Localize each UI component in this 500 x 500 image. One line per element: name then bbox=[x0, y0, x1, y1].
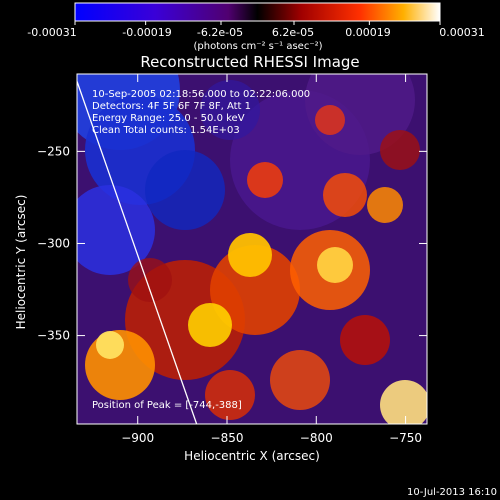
footer-timestamp: 10-Jul-2013 16:10 bbox=[407, 487, 497, 498]
heatmap-blob-10 bbox=[228, 233, 272, 277]
heatmap-blob-3 bbox=[145, 150, 225, 230]
heatmap-blob-16 bbox=[323, 173, 367, 217]
x-tick-label-0: −900 bbox=[121, 431, 154, 445]
annotation-energy: Energy Range: 25.0 - 50.0 keV bbox=[92, 113, 245, 124]
colorbar-ticks bbox=[74, 21, 441, 25]
colorbar-tick-label-4: 0.00019 bbox=[345, 26, 391, 39]
x-tick-label-3: −750 bbox=[389, 431, 422, 445]
colorbar-tick-label-1: -0.00019 bbox=[122, 26, 171, 39]
annotation-detectors: Detectors: 4F 5F 6F 7F 8F, Att 1 bbox=[92, 101, 251, 112]
plot-frame bbox=[76, 73, 428, 425]
heatmap-blob-22 bbox=[340, 315, 390, 365]
y-tick-label-1: −300 bbox=[37, 236, 70, 250]
heatmap-blob-23 bbox=[128, 258, 172, 302]
x-tick-label-1: −850 bbox=[211, 431, 244, 445]
chart-title: Reconstructed RHESSI Image bbox=[140, 53, 359, 71]
colorbar-tick-label-5: 0.00031 bbox=[439, 26, 485, 39]
heatmap-blob-6 bbox=[200, 80, 260, 140]
y-tick-label-0: −250 bbox=[37, 144, 70, 158]
heatmap-blob-20 bbox=[270, 350, 330, 410]
heatmap-blob-11 bbox=[317, 247, 353, 283]
heatmap-blob-21 bbox=[205, 370, 255, 420]
heatmap bbox=[77, 74, 427, 424]
heatmap-blob-24 bbox=[315, 105, 345, 135]
heatmap-blob-19 bbox=[247, 162, 283, 198]
limb-line bbox=[77, 81, 198, 424]
y-axis-label: Heliocentric Y (arcsec) bbox=[14, 195, 28, 330]
heatmap-blob-2 bbox=[77, 185, 155, 275]
axis-ticks: −900 −850 −800 −750 −250 −300 −350 bbox=[37, 74, 427, 445]
annotation-clean: Clean Total counts: 1.54E+03 bbox=[92, 125, 240, 136]
x-axis-label: Heliocentric X (arcsec) bbox=[184, 449, 320, 463]
heatmap-blob-17 bbox=[367, 187, 403, 223]
heatmap-blob-18 bbox=[380, 130, 420, 170]
colorbar-tick-label-0: -0.00031 bbox=[27, 26, 76, 39]
y-tick-label-2: −350 bbox=[37, 329, 70, 343]
colorbar bbox=[74, 2, 441, 22]
annotation-time-range: 10-Sep-2005 02:18:56.000 to 02:22:06.000 bbox=[92, 89, 310, 100]
annotation-peak: Position of Peak = [-744,-388] bbox=[92, 400, 242, 411]
heatmap-blob-12 bbox=[188, 303, 232, 347]
heatmap-blob-15 bbox=[380, 380, 427, 424]
x-tick-label-2: −800 bbox=[300, 431, 333, 445]
colorbar-tick-label-3: 6.2e-05 bbox=[272, 26, 314, 39]
colorbar-tick-label-2: -6.2e-05 bbox=[197, 26, 243, 39]
heatmap-blob-14 bbox=[96, 331, 124, 359]
colorbar-units: (photons cm⁻² s⁻¹ asec⁻²) bbox=[193, 41, 322, 52]
